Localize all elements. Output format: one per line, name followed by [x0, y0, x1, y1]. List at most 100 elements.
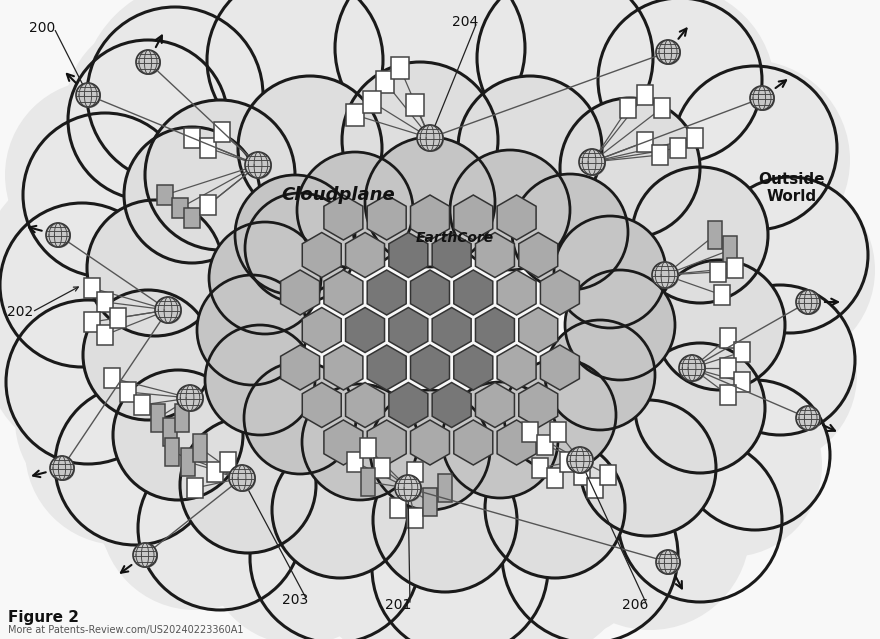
- Circle shape: [332, 460, 528, 639]
- Circle shape: [797, 291, 821, 315]
- Polygon shape: [519, 307, 558, 353]
- Bar: [547, 468, 563, 488]
- Polygon shape: [367, 270, 407, 315]
- Circle shape: [370, 390, 490, 510]
- Circle shape: [796, 290, 820, 314]
- Bar: [374, 458, 390, 478]
- Bar: [346, 104, 364, 126]
- Bar: [200, 138, 216, 158]
- Bar: [550, 422, 566, 442]
- Circle shape: [485, 438, 625, 578]
- Circle shape: [245, 193, 355, 303]
- Polygon shape: [281, 345, 319, 390]
- Text: Outside
World: Outside World: [759, 172, 825, 204]
- Circle shape: [0, 170, 173, 360]
- Circle shape: [100, 420, 290, 610]
- Circle shape: [751, 87, 775, 111]
- Polygon shape: [346, 307, 385, 353]
- Bar: [134, 395, 150, 415]
- Circle shape: [652, 262, 678, 288]
- Circle shape: [178, 386, 204, 412]
- Polygon shape: [475, 383, 515, 427]
- Circle shape: [272, 442, 408, 578]
- Polygon shape: [432, 307, 471, 353]
- Polygon shape: [540, 270, 579, 315]
- Circle shape: [133, 543, 157, 567]
- Circle shape: [0, 230, 170, 410]
- Bar: [574, 465, 590, 485]
- Polygon shape: [497, 270, 536, 315]
- Circle shape: [512, 174, 628, 290]
- Bar: [376, 71, 394, 93]
- Text: 203: 203: [282, 593, 308, 607]
- Polygon shape: [367, 195, 407, 240]
- Circle shape: [246, 153, 272, 179]
- Bar: [723, 236, 737, 264]
- Polygon shape: [475, 307, 515, 353]
- Circle shape: [65, 20, 245, 200]
- Polygon shape: [281, 270, 319, 315]
- Polygon shape: [475, 233, 515, 277]
- Circle shape: [465, 450, 655, 639]
- Circle shape: [450, 0, 670, 182]
- Bar: [220, 452, 236, 472]
- Circle shape: [579, 149, 605, 175]
- Bar: [207, 462, 223, 482]
- Circle shape: [565, 0, 775, 195]
- Bar: [687, 128, 703, 148]
- Polygon shape: [389, 233, 428, 277]
- Circle shape: [458, 76, 602, 220]
- Circle shape: [417, 125, 443, 151]
- Circle shape: [136, 50, 160, 74]
- Bar: [600, 465, 616, 485]
- Bar: [181, 448, 195, 476]
- Bar: [360, 438, 376, 458]
- Circle shape: [655, 260, 785, 390]
- Circle shape: [175, 0, 365, 175]
- Text: 200: 200: [29, 21, 55, 35]
- Circle shape: [244, 362, 356, 474]
- Bar: [84, 312, 100, 332]
- Bar: [214, 122, 230, 142]
- Circle shape: [580, 150, 606, 176]
- Polygon shape: [367, 345, 407, 390]
- Bar: [637, 132, 653, 152]
- Circle shape: [395, 475, 421, 501]
- Circle shape: [137, 51, 161, 75]
- Polygon shape: [410, 195, 450, 240]
- Circle shape: [590, 400, 770, 580]
- Text: Figure 2: Figure 2: [8, 610, 79, 625]
- Polygon shape: [454, 420, 493, 465]
- Bar: [720, 328, 736, 348]
- Circle shape: [504, 359, 616, 471]
- Circle shape: [5, 135, 185, 315]
- Bar: [637, 85, 653, 105]
- Circle shape: [450, 150, 570, 270]
- Circle shape: [235, 175, 355, 295]
- Circle shape: [87, 200, 223, 336]
- Polygon shape: [497, 195, 536, 240]
- Bar: [734, 342, 750, 362]
- Circle shape: [425, 450, 635, 639]
- Bar: [175, 404, 189, 432]
- Bar: [423, 488, 437, 516]
- Polygon shape: [540, 345, 579, 390]
- Bar: [120, 382, 136, 402]
- Circle shape: [230, 466, 256, 492]
- Bar: [110, 308, 126, 328]
- Circle shape: [365, 137, 495, 267]
- Bar: [347, 452, 363, 472]
- Text: 202: 202: [7, 305, 33, 319]
- Circle shape: [580, 400, 716, 536]
- Circle shape: [672, 202, 848, 378]
- Circle shape: [15, 330, 195, 510]
- Bar: [391, 57, 409, 79]
- Circle shape: [0, 265, 177, 455]
- Circle shape: [292, 0, 488, 170]
- Circle shape: [797, 407, 821, 431]
- Polygon shape: [389, 307, 428, 353]
- Circle shape: [373, 448, 517, 592]
- Bar: [193, 434, 207, 462]
- Circle shape: [145, 100, 295, 250]
- Bar: [97, 325, 113, 345]
